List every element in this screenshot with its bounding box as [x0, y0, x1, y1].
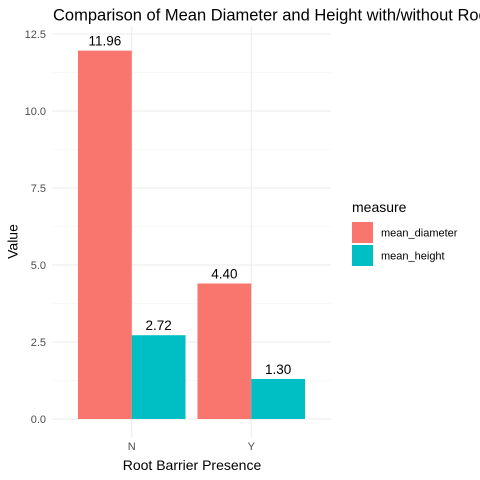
bar-mean_diameter-N	[78, 51, 132, 419]
x-tick-label: Y	[248, 441, 256, 453]
y-tick-label: 2.5	[31, 337, 46, 349]
data-label-mean_height-N: 2.72	[145, 318, 171, 333]
x-axis-title: Root Barrier Presence	[123, 457, 262, 473]
data-label-mean_diameter-Y: 4.40	[211, 266, 237, 281]
legend-label-mean_height: mean_height	[381, 251, 445, 263]
y-tick-label: 7.5	[31, 183, 46, 195]
data-label-mean_height-Y: 1.30	[265, 362, 291, 377]
legend-swatch-mean_diameter	[352, 222, 373, 243]
chart-title: Comparison of Mean Diameter and Height w…	[53, 7, 480, 25]
y-tick-label: 12.5	[25, 29, 46, 41]
legend: measure mean_diameter mean_height	[352, 199, 458, 266]
legend-title: measure	[352, 199, 407, 215]
y-tick-label: 5.0	[31, 260, 46, 272]
y-tick-label: 0.0	[31, 414, 46, 426]
y-axis-ticks: 0.0 2.5 5.0 7.5 10.0 12.5	[25, 29, 46, 426]
legend-swatch-mean_height	[352, 245, 373, 266]
x-tick-label: N	[128, 441, 136, 453]
legend-items: mean_diameter mean_height	[352, 222, 458, 266]
y-tick-label: 10.0	[25, 106, 46, 118]
legend-label-mean_diameter: mean_diameter	[381, 228, 458, 240]
bar-mean_height-N	[132, 335, 186, 419]
bar-mean_diameter-Y	[197, 283, 251, 419]
data-label-mean_diameter-N: 11.96	[88, 34, 121, 49]
y-axis-title: Value	[5, 224, 21, 259]
bar-mean_height-Y	[251, 379, 305, 419]
